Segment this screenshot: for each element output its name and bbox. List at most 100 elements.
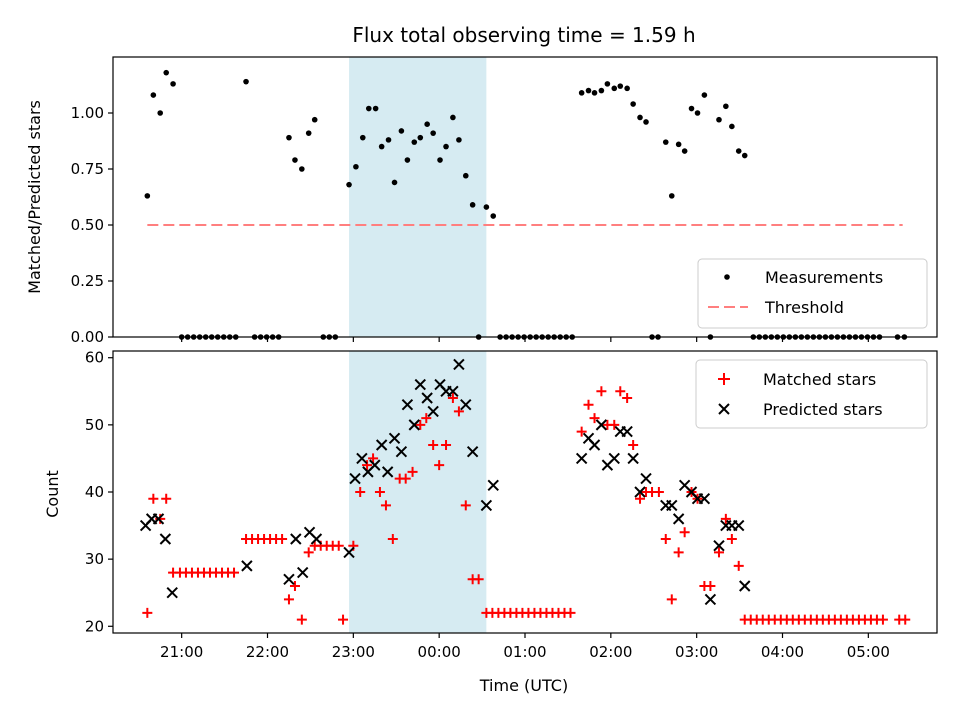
measurement-point (681, 148, 688, 154)
matched-star-point (720, 513, 731, 524)
matched-star-point (589, 413, 600, 424)
x-tick-label: 03:00 (675, 643, 718, 661)
x-tick-label: 01:00 (503, 643, 546, 661)
measurement-point (490, 213, 497, 219)
predicted-star-point (588, 439, 601, 451)
measurement-point (163, 69, 170, 76)
x-tick-label: 05:00 (847, 643, 890, 661)
matched-star-point (368, 453, 379, 464)
matched-star-point (565, 607, 576, 618)
bottom-y-tick-label: 50 (85, 416, 104, 434)
legend-measurements-label: Measurements (765, 268, 883, 287)
measurement-point (359, 134, 366, 141)
matched-star-point (733, 560, 744, 571)
measurement-point (411, 139, 418, 145)
legend-threshold-label: Threshold (764, 298, 844, 317)
bottom-y-tick-label: 30 (85, 550, 104, 568)
top-y-tick-label: 0.25 (71, 272, 104, 290)
predicted-star-point (640, 472, 652, 485)
x-axis-label: Time (UTC) (479, 676, 568, 695)
predicted-star-point (408, 419, 420, 431)
matched-star-point (705, 581, 716, 591)
predicted-star-point (480, 499, 493, 512)
bottom-legend-box (695, 359, 928, 429)
measurement-point (483, 204, 490, 210)
measurement-point (299, 166, 305, 172)
top-y-tick-label: 0.50 (71, 216, 104, 234)
measurement-point (398, 128, 405, 134)
measurement-point (617, 83, 624, 89)
predicted-star-point (627, 452, 639, 465)
predicted-star-point (608, 452, 620, 465)
measurement-point (157, 110, 164, 116)
matched-star-point (576, 426, 587, 437)
predicted-star-point (296, 566, 309, 579)
measurement-point (424, 121, 430, 127)
top-axes-frame (112, 56, 938, 338)
predicted-star-point (466, 446, 479, 458)
matched-star-point (407, 466, 418, 477)
measurement-point (144, 193, 151, 199)
predicted-star-point (349, 472, 361, 485)
measurement-point (624, 85, 630, 92)
measurement-point (469, 202, 476, 208)
bottom-legend: Matched stars Predicted stars (695, 359, 928, 429)
predicted-star-point (343, 546, 355, 559)
matched-star-point (161, 493, 172, 504)
measurement-point (311, 116, 318, 123)
matched-star-point (387, 534, 398, 544)
x-tick-label: 02:00 (589, 643, 632, 661)
predicted-star-point (283, 573, 295, 585)
measurement-point (150, 92, 157, 98)
predicted-star-point (356, 452, 368, 465)
matched-star-point (296, 614, 307, 625)
matched-star-point (877, 614, 888, 625)
measurement-point (662, 139, 669, 145)
predicted-star-point (241, 560, 253, 572)
measurement-point (668, 193, 675, 199)
matched-star-point (333, 540, 344, 551)
measurement-point (723, 103, 729, 110)
matched-star-point (428, 440, 439, 450)
bottom-axes-frame (112, 350, 938, 634)
x-tick-label: 22:00 (246, 643, 289, 661)
measurement-point (598, 87, 605, 94)
predicted-star-point (401, 399, 414, 411)
measurement-point (578, 90, 585, 96)
predicted-star-point (290, 533, 302, 545)
measurement-point (630, 101, 636, 107)
matched-star-point (628, 440, 639, 450)
measurement-point (450, 114, 456, 121)
predicted-star-point (672, 513, 685, 525)
measurement-point (385, 137, 392, 143)
top-y-tick-label: 0.00 (71, 328, 104, 346)
x-tick-label: 00:00 (418, 643, 461, 661)
predicted-star-point (666, 499, 678, 512)
measurement-point (391, 179, 398, 186)
measurement-point (430, 130, 436, 136)
predicted-star-point (369, 459, 381, 471)
predicted-star-point (713, 540, 725, 552)
predicted-star-point (487, 479, 499, 491)
top-panel: 0.00 0.25 0.50 0.75 1.00 Matched/Predicted s… (25, 56, 938, 346)
predicted-star-point (152, 513, 165, 525)
matched-star-point (453, 406, 464, 417)
predicted-star-point (395, 446, 408, 458)
predicted-star-point (375, 439, 388, 451)
measurement-point (437, 157, 443, 163)
measurement-point (701, 92, 708, 98)
matched-star-point (338, 614, 349, 625)
matched-star-point (355, 487, 366, 497)
legend-matched-label: Matched stars (763, 370, 876, 389)
matched-star-point (583, 399, 594, 410)
measurement-point (456, 137, 462, 143)
x-tick-label: 21:00 (160, 643, 203, 661)
bottom-panel: 20 30 40 50 60 21:00 22:00 23:00 00:00 01:00 02:0… (43, 349, 938, 695)
measurement-point (243, 78, 249, 85)
matched-star-point (673, 547, 684, 558)
measurement-point (591, 90, 598, 96)
matched-star-point (283, 594, 294, 605)
predicted-star-point (704, 593, 717, 606)
matched-star-point (421, 413, 432, 424)
measurement-point (675, 141, 682, 148)
